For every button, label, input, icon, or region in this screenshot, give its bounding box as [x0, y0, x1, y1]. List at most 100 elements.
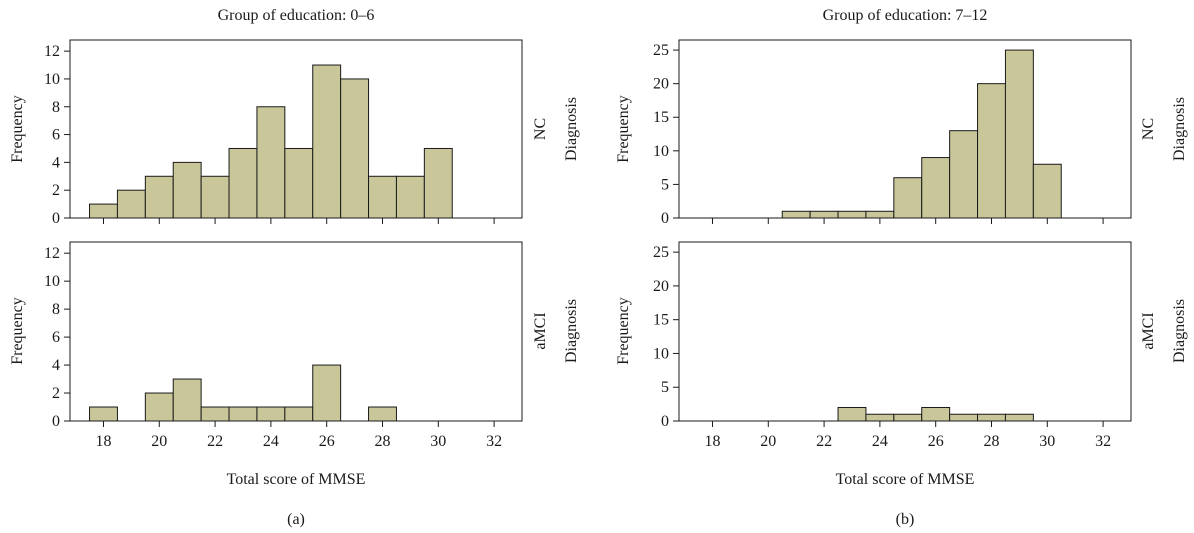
- panel-a-amci-bar: [312, 364, 342, 422]
- panel-a-nc-row-label: NC: [532, 118, 549, 140]
- panel-a-amci-ytick-label: 2: [52, 385, 60, 402]
- panel-b-nc-ytick-label: 15: [653, 109, 669, 126]
- panel-b-amci-xtick-label: 28: [983, 433, 999, 450]
- panel-a-amci-xtick-label: 22: [207, 433, 223, 450]
- panel-a-title: Group of education: 0–6: [218, 7, 375, 24]
- panel-b-nc-bar: [865, 210, 895, 219]
- panel-b-amci-xtick-label: 18: [704, 433, 720, 450]
- panel-b-nc-bar: [949, 130, 979, 219]
- panel-a-amci-row-label: aMCI: [532, 312, 549, 349]
- panel-b-amci-bars: 0 5 10 15 20 25 18 20 22 24 26 28 30 32: [653, 244, 1111, 450]
- panel-a-nc-bar: [89, 203, 118, 219]
- panel-a-nc-bar: [340, 78, 370, 219]
- panel-a-amci-ytick-label: 4: [52, 357, 60, 374]
- panel-a-nc-ytick-label: 2: [52, 182, 60, 199]
- panel-b-nc-ylabel: Frequency: [615, 95, 632, 163]
- panel-a-nc-ytick-label: 4: [52, 154, 60, 171]
- panel-b-amci-frame: [678, 241, 1132, 422]
- panel-b-amci-row-label: aMCI: [1140, 312, 1157, 349]
- panel-a-amci-bar: [284, 406, 314, 422]
- panel-b-amci-bar: [977, 413, 1006, 422]
- panel-b-amci-bar: [865, 413, 895, 422]
- panel-a-nc-bar: [368, 175, 397, 219]
- panel-b-nc-ytick-label: 10: [653, 143, 669, 160]
- panel-a-nc-bar: [395, 175, 425, 219]
- panel-a-nc-ytick-label: 0: [52, 210, 60, 227]
- panel-a-nc-bar: [312, 64, 342, 219]
- panel-a-amci-ytick-label: 10: [44, 273, 60, 290]
- panel-a-amci-row-group-label: Diagnosis: [563, 299, 580, 363]
- panel-a-amci-xtick-label: 20: [151, 433, 167, 450]
- panel-a-amci-ylabel: Frequency: [9, 297, 26, 365]
- panel-b-title: Group of education: 7–12: [823, 7, 988, 24]
- panel-a-amci-bar: [256, 406, 286, 422]
- panel-a-nc-bar: [284, 147, 314, 219]
- panel-b-nc-row-group-label: Diagnosis: [1171, 97, 1188, 161]
- panel-a-nc-bar: [228, 147, 258, 219]
- panel-b-nc-bar: [921, 157, 951, 219]
- panel-b-nc-ytick-label: 5: [661, 176, 669, 193]
- panel-b-amci-bar: [1004, 413, 1034, 422]
- panel-b-amci-xtick-label: 20: [760, 433, 776, 450]
- panel-a-amci-bar: [228, 406, 258, 422]
- panel-a-nc-ytick-label: 12: [44, 43, 60, 60]
- panel-b-amci-ytick-label: 20: [653, 278, 669, 295]
- panel-a-amci-xtick-label: 30: [430, 433, 446, 450]
- panel-a-amci-xtick-label: 28: [374, 433, 390, 450]
- panel-b-nc-bar: [977, 83, 1006, 219]
- panel-b-nc-row-label: NC: [1140, 118, 1157, 140]
- panel-a-nc-bar: [256, 106, 286, 219]
- panel-a-nc-bar: [144, 175, 174, 219]
- panel-b-nc-bar: [1004, 49, 1034, 219]
- panel-a-amci-ytick-label: 0: [52, 413, 60, 430]
- panel-a-nc-bar: [116, 189, 146, 219]
- panel-b-nc-bar: [1032, 163, 1062, 219]
- panel-b-amci-xtick-label: 32: [1095, 433, 1111, 450]
- panel-a-nc-bar: [423, 147, 453, 219]
- panel-a-amci-bar: [172, 378, 202, 422]
- panel-a-amci-bar: [200, 406, 230, 422]
- panel-b-amci-xtick-label: 26: [928, 433, 944, 450]
- panel-b-nc-bar: [893, 177, 923, 219]
- panel-a-amci-frame: [69, 241, 523, 422]
- panel-a-amci-bar: [89, 406, 118, 422]
- panel-b-amci-bar: [921, 406, 951, 422]
- panel-b: Group of education: 7–12 0 5 10 15 20 25 Freq…: [615, 7, 1188, 528]
- panel-a-nc-row-group-label: Diagnosis: [563, 97, 580, 161]
- panel-a-nc-ytick-label: 6: [52, 127, 60, 144]
- panel-a-amci-ytick-label: 8: [52, 301, 60, 318]
- panel-a-nc-ytick-label: 8: [52, 99, 60, 116]
- panel-b-nc-bar: [837, 210, 867, 219]
- panel-b-nc-bars: 0 5 10 15 20 25: [653, 42, 1104, 227]
- panel-b-amci-bar: [837, 406, 867, 422]
- panel-a-nc-bar: [172, 161, 202, 219]
- panel-a-amci-xtick-label: 26: [319, 433, 335, 450]
- panel-b-nc-bar: [809, 210, 839, 219]
- panel-b-amci-bar: [893, 413, 923, 422]
- panel-b-xlabel: Total score of MMSE: [836, 471, 975, 488]
- panel-a-xlabel: Total score of MMSE: [227, 471, 366, 488]
- panel-b-nc-bar: [781, 210, 811, 219]
- panel-b-amci-ytick-label: 15: [653, 312, 669, 329]
- panel-a-amci-ytick-label: 12: [44, 245, 60, 262]
- panel-b-amci-bar: [949, 413, 979, 422]
- panel-a-amci-xtick-label: 18: [95, 433, 111, 450]
- panel-b-amci-ytick-label: 5: [661, 379, 669, 396]
- panel-b-amci-ytick-label: 10: [653, 345, 669, 362]
- panel-b-amci-ylabel: Frequency: [615, 297, 632, 365]
- panel-b-amci-ytick-label: 25: [653, 244, 669, 261]
- panel-a-amci-xtick-label: 32: [486, 433, 502, 450]
- panel-b-amci-xtick-label: 30: [1039, 433, 1055, 450]
- panel-b-nc-ytick-label: 0: [661, 210, 669, 227]
- panel-a-caption: (a): [287, 511, 305, 528]
- panel-b-nc-ytick-label: 20: [653, 76, 669, 93]
- panel-a-amci-xtick-label: 24: [263, 433, 279, 450]
- panel-a-nc-bars: 0 2 4 6 8 10 12: [44, 43, 495, 227]
- panel-a-nc-ylabel: Frequency: [9, 95, 26, 163]
- panel-a-amci-ytick-label: 6: [52, 329, 60, 346]
- panel-b-amci-ytick-label: 0: [661, 413, 669, 430]
- panel-a-nc-ytick-label: 10: [44, 71, 60, 88]
